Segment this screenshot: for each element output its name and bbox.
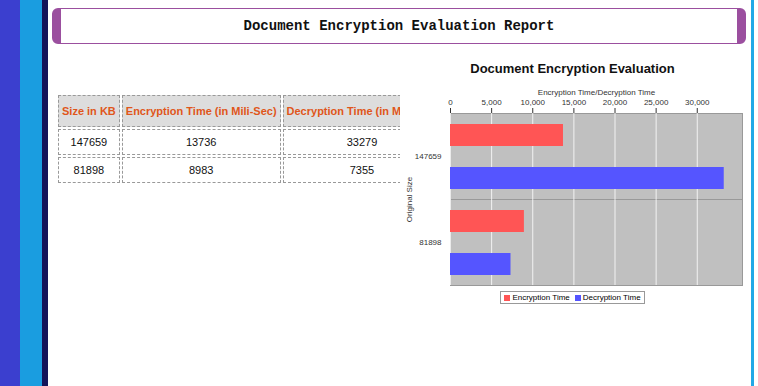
html-text:8983: 8983: [188, 164, 214, 176]
svg-text:25,000: 25,000: [644, 98, 669, 107]
html-text:Encryption Time: Encryption Time: [512, 293, 570, 302]
html-text:7355: 7355: [349, 164, 375, 176]
svg-text:81898: 81898: [419, 238, 442, 247]
html-text:Document Encryption Evaluation: Document Encryption Evaluation Report: [243, 18, 555, 34]
svg-text:0: 0: [448, 98, 453, 107]
svg-text:10,000: 10,000: [521, 98, 546, 107]
svg-text:147659: 147659: [415, 152, 442, 161]
html-text:Decryption Time: Decryption Time: [582, 293, 641, 302]
svg-text:5,000: 5,000: [482, 98, 503, 107]
svg-text:20,000: 20,000: [603, 98, 628, 107]
html-text:81898: 81898: [73, 164, 105, 176]
html-text:33279: 33279: [346, 136, 378, 148]
html-text:Decryption Time (in Mili-Sec): Decryption Time (in Mili-Sec): [286, 105, 438, 117]
html-text:Encryption Time (in Mili-Sec): Encryption Time (in Mili-Sec): [125, 105, 277, 117]
svg-text:15,000: 15,000: [562, 98, 587, 107]
html-text:13736: 13736: [185, 136, 217, 148]
svg-text:Original Size: Original Size: [405, 176, 414, 222]
html-text:147659: 147659: [70, 136, 108, 148]
svg-text:30,000: 30,000: [685, 98, 710, 107]
svg-text:Encryption Time/Decryption Tim: Encryption Time/Decryption Time: [538, 88, 656, 97]
html-text:Document Encryption Evaluation: Document Encryption Evaluation: [470, 61, 675, 76]
html-text:Size in KB: Size in KB: [62, 105, 116, 117]
